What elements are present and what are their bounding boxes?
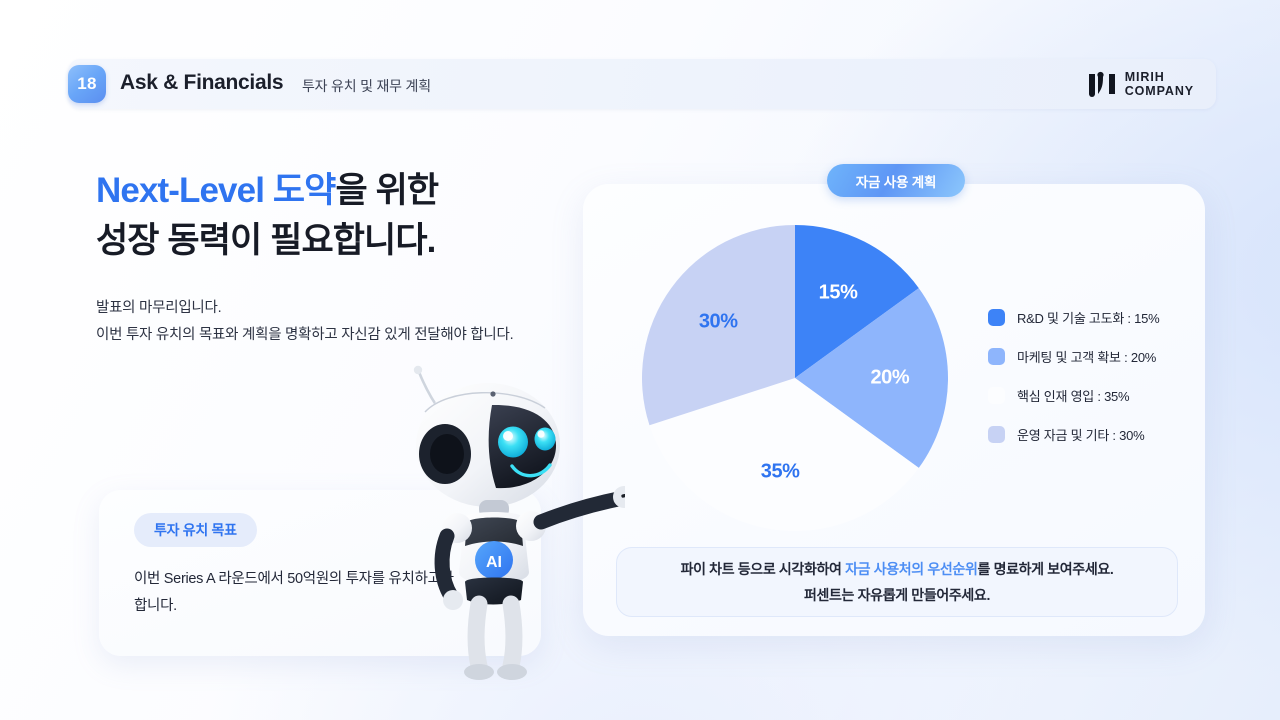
robot-mascot-illustration: AI <box>413 365 625 680</box>
headline-accent: Next-Level 도약 <box>96 171 336 210</box>
brand-wordmark: MIRIH COMPANY <box>1125 70 1194 98</box>
robot-eye-left <box>498 426 528 458</box>
headline-line-1: Next-Level 도약을 위한 <box>96 166 439 216</box>
lead-line-1: 발표의 마무리입니다. <box>96 300 222 316</box>
pie-chart: 15% 20% 35% 30% <box>640 223 950 533</box>
legend-label-3: 핵심 인재 영입 : 35% <box>1017 389 1130 404</box>
pie-slice-4[interactable] <box>642 225 795 426</box>
brand-line-2: COMPANY <box>1124 84 1194 98</box>
legend-item-3[interactable]: 핵심 인재 영입 : 35% <box>988 386 1159 405</box>
page-title: Ask & Financials <box>120 71 284 94</box>
robot-ai-badge-label: AI <box>486 554 502 571</box>
robot-arm-right <box>533 490 625 530</box>
legend-label-1: R&D 및 기술 고도화 : 15% <box>1017 311 1160 326</box>
legend-item-4[interactable]: 운영 자금 및 기타 : 30% <box>988 425 1159 444</box>
legend-swatch-3 <box>988 387 1005 404</box>
headline-line-2: 성장 동력이 필요합니다. <box>96 221 436 261</box>
brand-line-1: MIRIH <box>1124 70 1165 84</box>
goal-body-text: 이번 Series A 라운드에서 50억원의 투자를 유치하고자 합니다. <box>134 571 454 614</box>
slide-number-badge: 18 <box>68 65 106 103</box>
robot-chest-plate <box>465 517 523 546</box>
chart-badge: 자금 사용 계획 <box>827 164 965 197</box>
robot-head-sensor <box>490 391 496 397</box>
legend-swatch-4 <box>988 426 1005 443</box>
note-box: 파이 차트 등으로 시각화하여 자금 사용처의 우선순위를 명료하게 보여주세요… <box>616 547 1178 617</box>
pie-slice-3[interactable] <box>649 378 919 531</box>
note-line-1-accent: 자금 사용처의 우선순위 <box>845 561 978 577</box>
pie-slice-2[interactable] <box>795 288 948 468</box>
robot-arm-left <box>434 528 459 604</box>
note-line-1-after: 를 명료하게 보여주세요. <box>977 561 1114 577</box>
page-subtitle: 투자 유치 및 재무 계획 <box>302 78 431 94</box>
legend-item-1[interactable]: R&D 및 기술 고도화 : 15% <box>988 308 1160 327</box>
robot-hand-right <box>613 486 625 508</box>
chart-legend: R&D 및 기술 고도화 : 15% 마케팅 및 고객 확보 : 20% 핵심 인재… <box>988 308 1160 444</box>
legend-item-2[interactable]: 마케팅 및 고객 확보 : 20% <box>988 347 1159 366</box>
lead-paragraph: 발표의 마무리입니다. 이번 투자 유치의 목표와 계획을 명확하고 자신감 있… <box>96 295 514 350</box>
pie-chart-svg <box>642 225 948 531</box>
robot-smile <box>510 463 552 478</box>
robot-hand-left <box>443 590 463 610</box>
robot-leg-right <box>502 595 523 675</box>
robot-eye-left-glint <box>503 431 513 441</box>
robot-eye-right-glint <box>537 430 545 438</box>
note-line-1-before: 파이 차트 등으로 시각화하여 <box>680 561 846 577</box>
robot-leg-left <box>467 595 488 675</box>
robot-ear-inner <box>430 434 464 474</box>
legend-label-4: 운영 자금 및 기타 : 30% <box>1017 428 1145 443</box>
legend-swatch-1 <box>988 309 1005 326</box>
note-line-1: 파이 차트 등으로 시각화하여 자금 사용처의 우선순위를 명료하게 보여주세요… <box>681 559 1114 579</box>
headline: Next-Level 도약을 위한 성장 동력이 필요합니다. <box>96 166 439 267</box>
robot-ai-badge <box>475 541 513 579</box>
legend-swatch-2 <box>988 348 1005 365</box>
headline-line-1-rest: 을 위한 <box>335 171 439 210</box>
robot-eye-right <box>534 427 556 451</box>
header-bar <box>68 59 1216 109</box>
robot-foot-left <box>464 664 494 680</box>
lead-line-2: 이번 투자 유치의 목표와 계획을 명확하고 자신감 있게 전달해야 합니다. <box>96 327 514 344</box>
robot-head-seam <box>424 392 546 413</box>
legend-label-2: 마케팅 및 고객 확보 : 20% <box>1017 350 1157 365</box>
robot-antenna-tip <box>413 365 423 375</box>
robot-foot-right <box>497 664 527 680</box>
mirih-logo-icon <box>1088 71 1115 97</box>
goal-badge: 투자 유치 목표 <box>134 513 257 547</box>
brand-logo: MIRIH COMPANY <box>1088 70 1194 98</box>
pie-slice-1[interactable] <box>795 225 919 378</box>
note-line-2: 퍼센트는 자유롭게 만들어주세요. <box>803 587 991 603</box>
